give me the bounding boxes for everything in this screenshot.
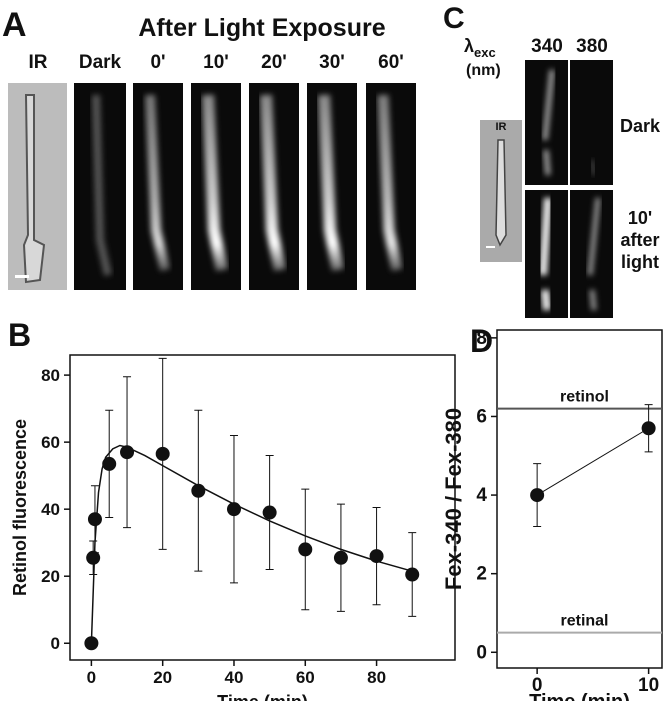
y-axis-label: Retinol fluorescence [10, 419, 30, 596]
data-point [641, 421, 656, 436]
reference-label: retinol [560, 389, 609, 406]
reference-label: retinal [560, 613, 608, 630]
data-point [333, 550, 348, 565]
plot-frame [496, 329, 663, 669]
fluorescence-images [74, 83, 416, 290]
data-point [84, 636, 99, 651]
ir-image: IR [480, 120, 522, 262]
fit-curve [90, 444, 413, 644]
panel-letter: D [470, 323, 493, 359]
x-tick-label: 0 [87, 668, 96, 687]
data-point [226, 502, 241, 517]
image-label: 10' [203, 52, 229, 73]
x-axis-label: Time (min) [217, 692, 308, 701]
panel-title: After Light Exposure [138, 14, 385, 42]
y-tick-label: 80 [41, 366, 60, 385]
panel-letter: A [2, 6, 27, 44]
data-point [405, 567, 420, 582]
y-axis-label: Fex-340 / Fex-380 [441, 408, 466, 590]
data-point [530, 488, 545, 503]
panel-letter: C [443, 2, 465, 35]
image-label: 60' [378, 52, 404, 73]
row-label: after [620, 230, 659, 250]
row-label: 10' [628, 208, 652, 228]
x-tick-label: 40 [225, 668, 244, 687]
row-label: light [621, 252, 659, 272]
data-point [298, 542, 313, 557]
ir-image [8, 83, 67, 290]
column-label: 340 [531, 36, 563, 57]
image-label: 30' [319, 52, 345, 73]
y-tick-label: 6 [476, 406, 487, 427]
column-label: 380 [576, 36, 608, 57]
data-point [369, 549, 384, 564]
x-tick-label: 60 [296, 668, 315, 687]
panel-letter: B [8, 317, 31, 353]
image-label: Dark [79, 52, 122, 73]
x-tick-label: 10 [638, 675, 659, 696]
x-tick-label: 20 [153, 668, 172, 687]
data-point [262, 505, 277, 520]
unit-label: (nm) [466, 62, 501, 79]
connector-line [536, 427, 649, 496]
image-label: 0' [150, 52, 165, 73]
x-axis-label: Time (min) [529, 691, 630, 701]
y-tick-label: 20 [41, 567, 60, 586]
x-tick-label: 0 [532, 675, 543, 696]
data-point [102, 456, 117, 471]
x-tick-label: 80 [367, 668, 386, 687]
y-tick-label: 2 [476, 564, 487, 585]
excitation-label: λexc [464, 36, 496, 60]
y-tick-label: 4 [476, 485, 487, 506]
data-point [120, 445, 135, 460]
y-tick-label: 0 [476, 642, 487, 663]
ir-label: IR [496, 121, 507, 133]
y-tick-label: 8 [476, 328, 487, 349]
data-point [155, 446, 170, 461]
image-label: IR [29, 52, 48, 73]
row-label: Dark [620, 116, 661, 136]
data-point [86, 550, 101, 565]
plot-frame [69, 354, 456, 661]
excitation-images [525, 60, 613, 318]
y-tick-label: 60 [41, 433, 60, 452]
y-tick-label: 40 [41, 500, 60, 519]
image-label: 20' [261, 52, 287, 73]
data-point [87, 512, 102, 527]
data-point [191, 483, 206, 498]
y-tick-label: 0 [51, 634, 60, 653]
